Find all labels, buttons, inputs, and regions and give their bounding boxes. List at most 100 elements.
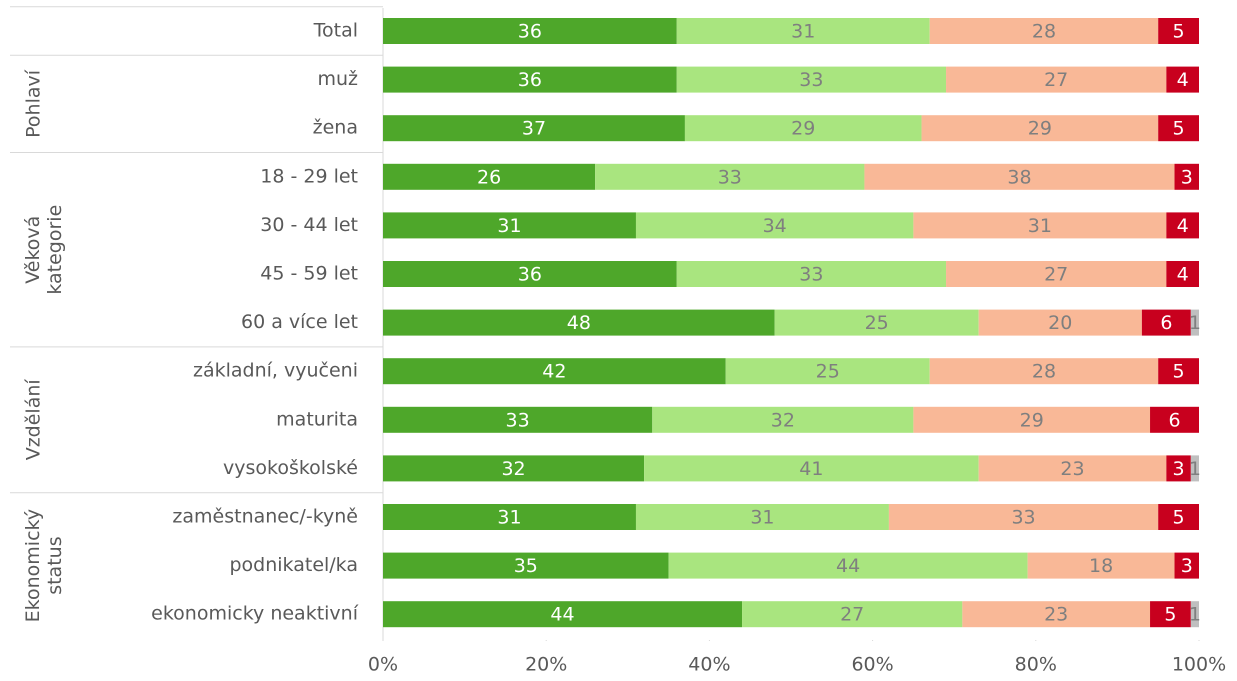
data-label: 3 (1181, 555, 1193, 577)
data-label: 31 (497, 507, 521, 529)
category-label: 45 - 59 let (260, 263, 358, 285)
data-label: 29 (1020, 409, 1044, 431)
bar-segment (1150, 601, 1191, 628)
data-label: 4 (1177, 69, 1189, 91)
data-label: 37 (522, 118, 546, 140)
bar-segment (383, 115, 685, 142)
bar-segment (383, 455, 645, 482)
bar-segment (383, 261, 677, 287)
bar-segment (1190, 601, 1199, 628)
data-label: 23 (1044, 604, 1068, 626)
bar-segment (978, 309, 1142, 336)
bar-segment (1141, 309, 1191, 336)
bar-segment (1190, 455, 1199, 482)
bar-segment (1174, 552, 1199, 579)
data-label: 36 (518, 69, 542, 91)
data-label: 32 (501, 458, 525, 480)
data-label: 28 (1032, 361, 1056, 383)
bar-segment (946, 66, 1167, 93)
data-label: 44 (836, 555, 860, 577)
bar-segment (1158, 504, 1199, 530)
data-label: 25 (816, 361, 840, 383)
category-label: zaměstnanec/-kyně (172, 506, 358, 528)
group-label: Vzdělání (23, 379, 45, 461)
category-label: základní, vyučeni (193, 360, 358, 382)
bar-segment (1158, 115, 1199, 142)
data-label: 5 (1164, 604, 1176, 626)
group-label-line: status (44, 536, 66, 594)
data-label: 33 (718, 166, 742, 188)
data-label: 27 (840, 604, 864, 626)
bar-segment (1027, 552, 1175, 579)
category-label: ekonomicky neaktivní (151, 603, 359, 625)
data-label: 5 (1173, 361, 1185, 383)
category-label: žena (313, 117, 358, 139)
bar-segment (383, 66, 677, 93)
bar-segment (383, 309, 775, 336)
data-label: 1 (1189, 604, 1201, 626)
data-label: 6 (1168, 409, 1180, 431)
bar-segment (864, 163, 1175, 190)
category-label: 18 - 29 let (260, 165, 358, 187)
data-label: 1 (1189, 312, 1201, 334)
data-label: 36 (518, 264, 542, 286)
bar-segment (1174, 163, 1199, 190)
bar-segment (913, 406, 1151, 433)
data-label: 33 (799, 69, 823, 91)
x-tick-label: 20% (525, 654, 567, 676)
bar-segment (913, 212, 1167, 239)
data-label: 20 (1048, 312, 1072, 334)
x-tick-label: 0% (368, 654, 398, 676)
bar-segment (1150, 406, 1199, 433)
bar-segment (383, 212, 636, 239)
bar-segment (635, 504, 889, 530)
group-label: Věkovákategorie (22, 205, 66, 295)
bar-segment (383, 18, 677, 44)
data-label: 42 (542, 361, 566, 383)
data-label: 31 (497, 215, 521, 237)
bar-segment (929, 18, 1159, 44)
category-label: podnikatel/ka (229, 554, 358, 576)
data-label: 41 (799, 458, 823, 480)
bar-segment (644, 455, 979, 482)
bar-segment (383, 601, 743, 628)
bar-segment (978, 455, 1167, 482)
bar-segment (742, 601, 963, 628)
data-label: 29 (791, 118, 815, 140)
data-label: 6 (1160, 312, 1172, 334)
bar-segment (929, 358, 1159, 385)
data-label: 38 (1007, 166, 1031, 188)
bar-segment (635, 212, 914, 239)
bar-segment (676, 18, 930, 44)
category-label: Total (313, 20, 358, 42)
data-label: 48 (567, 312, 591, 334)
data-label: 23 (1060, 458, 1084, 480)
group-label-line: kategorie (44, 205, 66, 295)
bar-segment (1166, 261, 1199, 287)
data-label: 28 (1032, 21, 1056, 43)
data-label: 5 (1173, 21, 1185, 43)
data-label: 33 (1011, 507, 1035, 529)
bar-segment (676, 261, 947, 287)
data-label: 31 (750, 507, 774, 529)
bar-segment (383, 504, 636, 530)
bar-segment (1190, 309, 1199, 336)
category-label: muž (317, 68, 358, 90)
bar-segment (921, 115, 1159, 142)
x-tick-label: 80% (1015, 654, 1057, 676)
category-label: vysokoškolské (223, 457, 358, 479)
group-label-line: Ekonomický (22, 509, 44, 622)
bar-segment (1166, 66, 1199, 93)
data-label: 5 (1173, 118, 1185, 140)
data-label: 36 (518, 21, 542, 43)
category-label: 30 - 44 let (260, 214, 358, 236)
data-label: 34 (763, 215, 787, 237)
bar-segment (946, 261, 1167, 287)
bar-segment (383, 358, 726, 385)
data-label: 33 (506, 409, 530, 431)
x-tick-label: 60% (851, 654, 893, 676)
data-label: 1 (1189, 458, 1201, 480)
data-label: 27 (1044, 69, 1068, 91)
bar-segment (962, 601, 1151, 628)
bar-segment (383, 552, 669, 579)
